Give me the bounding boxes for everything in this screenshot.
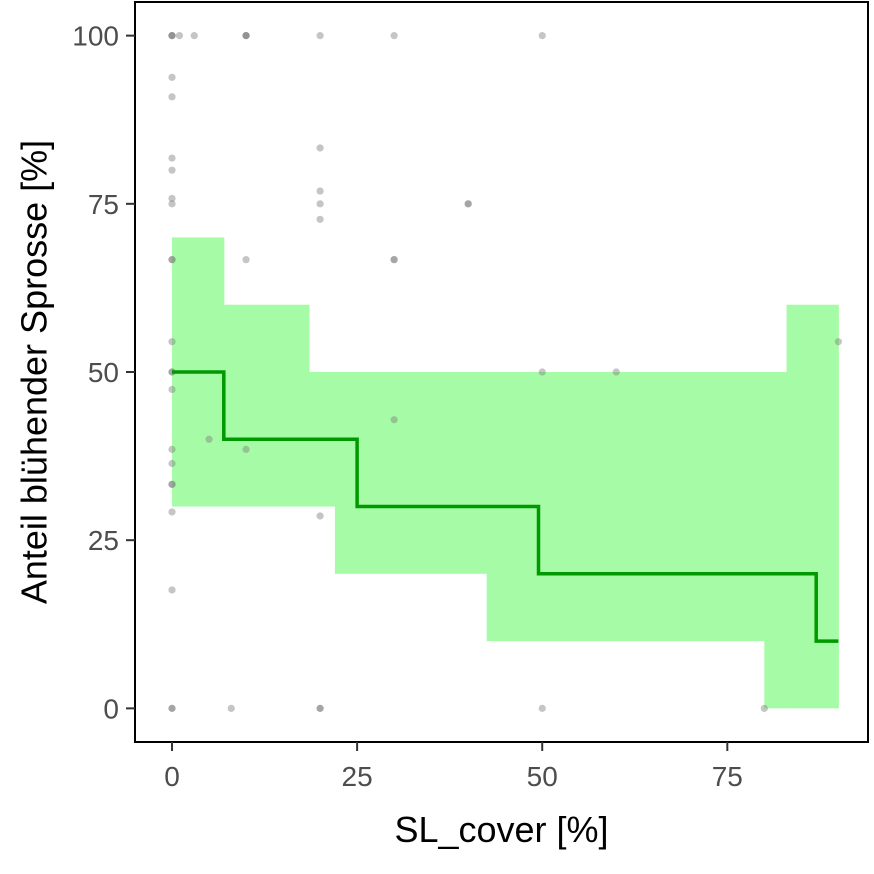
ribbon-segment-6 — [786, 304, 839, 709]
data-point-23 — [168, 256, 176, 264]
ribbon-segment-5 — [764, 372, 788, 709]
data-point-39 — [168, 459, 176, 468]
data-point-46 — [168, 704, 176, 712]
data-point-19 — [316, 200, 324, 208]
x-tick-label-1: 25 — [342, 761, 373, 792]
data-point-27 — [390, 256, 398, 264]
x-axis-title: SL_cover [%] — [394, 809, 608, 850]
data-point-33 — [612, 368, 620, 376]
confidence-ribbon — [172, 237, 839, 709]
y-tick-label-4: 100 — [72, 21, 119, 52]
data-point-4 — [190, 32, 198, 40]
data-point-12 — [168, 93, 176, 101]
data-point-48 — [316, 704, 324, 712]
data-point-44 — [168, 586, 176, 594]
data-point-43 — [316, 512, 324, 520]
step-line — [172, 370, 839, 643]
data-point-7 — [242, 32, 250, 40]
data-point-16 — [168, 200, 176, 208]
data-point-34 — [834, 338, 842, 346]
data-point-5 — [242, 32, 250, 40]
data-point-37 — [390, 416, 398, 424]
data-point-51 — [760, 704, 768, 712]
data-point-50 — [538, 704, 546, 712]
data-point-41 — [168, 480, 176, 488]
x-axis: 0 25 50 75 — [164, 742, 743, 792]
data-point-35 — [205, 435, 213, 443]
data-point-28 — [168, 338, 176, 346]
data-point-17 — [316, 144, 324, 152]
data-point-2 — [168, 32, 176, 40]
data-point-26 — [390, 256, 398, 264]
y-axis: 0 25 50 75 100 — [72, 21, 135, 724]
data-point-1 — [168, 32, 176, 40]
y-tick-label-2: 50 — [88, 357, 119, 388]
y-tick-label-3: 75 — [88, 189, 119, 220]
data-point-42 — [168, 508, 176, 516]
data-point-0 — [168, 32, 176, 40]
x-tick-label-3: 75 — [712, 761, 743, 792]
data-point-38 — [168, 445, 176, 453]
step-line-layer — [172, 370, 839, 643]
x-tick-label-2: 50 — [527, 761, 558, 792]
data-point-22 — [464, 200, 472, 208]
y-axis-title: Anteil blühender Sprosse [%] — [14, 140, 55, 604]
data-point-11 — [168, 73, 176, 81]
ribbon-segment-3 — [334, 372, 488, 574]
data-point-36 — [242, 445, 250, 453]
data-point-9 — [390, 32, 398, 40]
data-point-25 — [242, 256, 250, 264]
data-point-21 — [464, 200, 472, 208]
data-point-10 — [538, 32, 546, 40]
data-point-45 — [168, 704, 176, 712]
data-point-20 — [316, 215, 324, 223]
data-point-6 — [242, 32, 250, 40]
data-point-31 — [168, 385, 176, 394]
data-point-32 — [538, 368, 546, 376]
ribbon-segment-1 — [223, 304, 310, 507]
data-point-15 — [168, 194, 176, 203]
data-point-14 — [168, 166, 176, 174]
x-tick-label-0: 0 — [164, 761, 180, 792]
data-point-18 — [316, 187, 324, 195]
data-point-24 — [168, 256, 176, 264]
y-tick-label-1: 25 — [88, 525, 119, 556]
data-points — [168, 32, 842, 712]
data-point-8 — [316, 32, 324, 40]
data-point-47 — [227, 704, 235, 712]
data-point-49 — [316, 704, 324, 712]
y-tick-label-0: 0 — [103, 693, 119, 724]
data-point-3 — [175, 32, 184, 40]
data-point-13 — [168, 154, 176, 162]
data-point-40 — [168, 480, 176, 488]
